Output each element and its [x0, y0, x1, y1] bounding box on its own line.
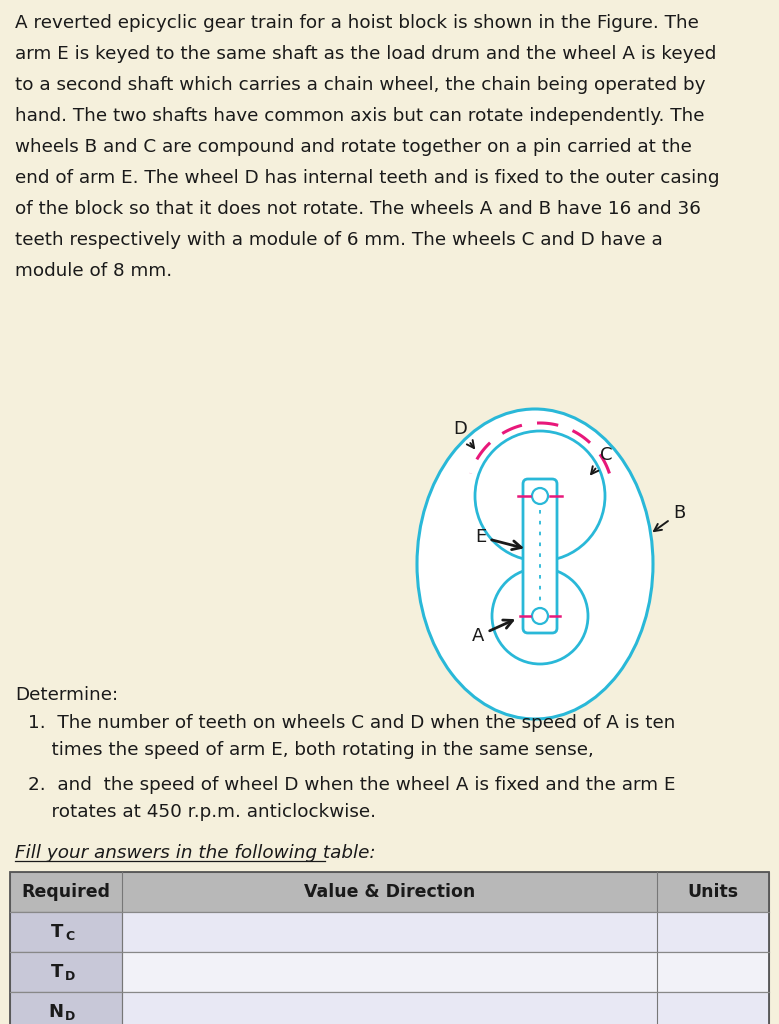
Text: Required: Required: [22, 883, 111, 901]
Text: B: B: [654, 504, 686, 531]
Bar: [10, 952, 122, 992]
Text: D: D: [453, 420, 474, 449]
Bar: [10, 912, 122, 952]
Text: end of arm E. The wheel D has internal teeth and is fixed to the outer casing: end of arm E. The wheel D has internal t…: [15, 169, 720, 187]
Text: Fill your answers in the following table:: Fill your answers in the following table…: [15, 844, 375, 862]
Bar: [10, 912, 769, 952]
Circle shape: [475, 431, 605, 561]
Text: 2.  and  the speed of wheel D when the wheel A is fixed and the arm E: 2. and the speed of wheel D when the whe…: [28, 776, 675, 794]
Text: 1.  The number of teeth on wheels C and D when the speed of A is ten: 1. The number of teeth on wheels C and D…: [28, 714, 675, 732]
Text: C: C: [65, 931, 74, 943]
Bar: [10, 872, 769, 1024]
Bar: [10, 872, 769, 912]
Text: T: T: [51, 963, 63, 981]
Circle shape: [532, 488, 548, 504]
Text: C: C: [591, 446, 612, 474]
Text: teeth respectively with a module of 6 mm. The wheels C and D have a: teeth respectively with a module of 6 mm…: [15, 231, 663, 249]
Text: of the block so that it does not rotate. The wheels A and B have 16 and 36: of the block so that it does not rotate.…: [15, 200, 701, 218]
Text: Units: Units: [687, 883, 738, 901]
Circle shape: [532, 608, 548, 624]
Text: module of 8 mm.: module of 8 mm.: [15, 262, 172, 280]
Text: T: T: [51, 923, 63, 941]
Text: Value & Direction: Value & Direction: [304, 883, 475, 901]
Bar: [10, 992, 122, 1024]
Text: times the speed of arm E, both rotating in the same sense,: times the speed of arm E, both rotating …: [28, 741, 594, 759]
Text: D: D: [65, 971, 76, 983]
Text: A reverted epicyclic gear train for a hoist block is shown in the Figure. The: A reverted epicyclic gear train for a ho…: [15, 14, 699, 32]
Text: rotates at 450 r.p.m. anticlockwise.: rotates at 450 r.p.m. anticlockwise.: [28, 803, 376, 821]
Bar: [10, 952, 769, 992]
Ellipse shape: [417, 409, 653, 719]
Text: N: N: [48, 1002, 63, 1021]
Text: wheels B and C are compound and rotate together on a pin carried at the: wheels B and C are compound and rotate t…: [15, 138, 692, 156]
Text: arm E is keyed to the same shaft as the load drum and the wheel A is keyed: arm E is keyed to the same shaft as the …: [15, 45, 717, 63]
Text: Determine:: Determine:: [15, 686, 118, 705]
Text: D: D: [65, 1011, 76, 1024]
Text: to a second shaft which carries a chain wheel, the chain being operated by: to a second shaft which carries a chain …: [15, 76, 706, 94]
Bar: [10, 992, 769, 1024]
Text: E: E: [475, 528, 521, 550]
Circle shape: [492, 568, 588, 664]
FancyBboxPatch shape: [523, 479, 557, 633]
Text: A: A: [472, 621, 513, 645]
Text: hand. The two shafts have common axis but can rotate independently. The: hand. The two shafts have common axis bu…: [15, 106, 704, 125]
